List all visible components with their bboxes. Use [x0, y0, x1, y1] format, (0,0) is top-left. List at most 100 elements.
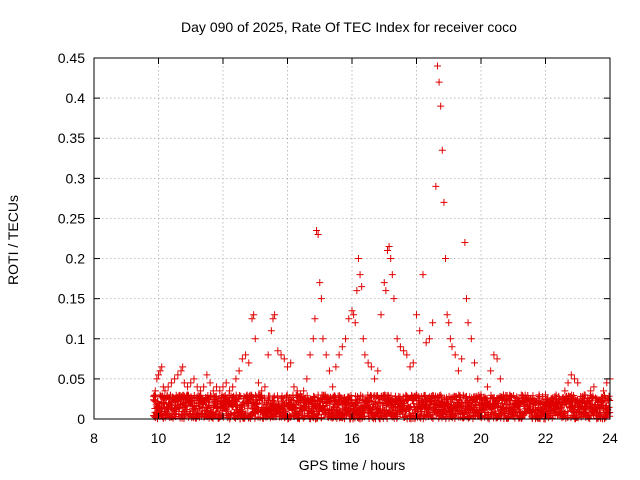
- noise-marker: [564, 408, 572, 416]
- data-point: [388, 271, 396, 279]
- data-point: [600, 387, 608, 395]
- data-point: [206, 379, 214, 387]
- data-point: [264, 351, 272, 359]
- data-point: [571, 375, 579, 383]
- data-point: [284, 363, 291, 371]
- data-point: [319, 335, 327, 343]
- data-point: [219, 383, 227, 391]
- data-point: [303, 375, 311, 383]
- y-tick-label: 0.45: [58, 50, 85, 66]
- data-point: [164, 383, 172, 391]
- x-tick-label: 20: [473, 430, 489, 446]
- data-point: [435, 78, 443, 86]
- data-point: [377, 311, 385, 319]
- y-axis-label: ROTI / TECUs: [5, 195, 21, 285]
- data-point: [271, 311, 279, 319]
- data-point: [587, 387, 595, 395]
- data-point: [190, 375, 198, 383]
- noise-marker: [481, 413, 489, 421]
- data-point: [483, 383, 491, 391]
- data-point: [242, 351, 250, 359]
- noise-marker: [310, 392, 318, 400]
- data-point: [222, 379, 230, 387]
- data-point: [177, 367, 185, 375]
- data-point: [409, 359, 417, 367]
- data-point: [425, 335, 433, 343]
- noise-marker: [492, 398, 500, 406]
- data-point: [156, 367, 164, 375]
- data-point: [548, 395, 556, 403]
- data-point: [380, 279, 388, 287]
- noise-marker: [570, 392, 578, 400]
- noise-marker: [504, 414, 512, 422]
- data-point: [174, 371, 182, 379]
- noise-marker: [303, 392, 311, 400]
- data-point: [358, 283, 366, 291]
- noise-marker: [150, 392, 158, 400]
- noise-marker: [239, 407, 247, 415]
- data-point: [442, 255, 450, 263]
- data-point: [179, 363, 187, 371]
- data-point: [461, 239, 469, 247]
- data-point: [522, 395, 530, 403]
- y-tick-label: 0.2: [66, 251, 86, 267]
- data-point: [448, 343, 456, 351]
- noise-marker: [286, 413, 294, 421]
- noise-marker: [274, 393, 282, 401]
- data-point: [155, 371, 162, 379]
- noise-marker: [150, 397, 158, 405]
- x-tick-label: 12: [215, 430, 231, 446]
- data-point: [248, 315, 256, 323]
- data-point: [251, 335, 259, 343]
- data-point: [280, 355, 288, 363]
- noise-marker: [451, 414, 459, 422]
- y-tick-label: 0.15: [58, 291, 85, 307]
- data-point: [158, 363, 166, 371]
- data-point: [593, 395, 601, 403]
- data-point: [440, 198, 448, 206]
- x-axis-label: GPS time / hours: [299, 457, 406, 473]
- data-point: [316, 279, 324, 287]
- data-point: [432, 182, 440, 190]
- data-point: [603, 379, 611, 387]
- noise-marker: [175, 405, 183, 413]
- data-point: [209, 387, 217, 395]
- noise-marker: [310, 393, 318, 401]
- noise-marker: [235, 392, 243, 400]
- data-point: [171, 375, 179, 383]
- data-point: [359, 335, 367, 343]
- data-point: [187, 379, 195, 387]
- noise-marker: [251, 414, 259, 422]
- chart-title: Day 090 of 2025, Rate Of TEC Index for r…: [181, 19, 517, 35]
- noise-marker: [598, 398, 606, 406]
- data-point: [437, 102, 445, 110]
- grid-lines: [94, 58, 610, 419]
- data-point: [161, 387, 169, 395]
- data-point: [480, 395, 488, 403]
- noise-marker: [160, 398, 168, 406]
- data-point: [451, 351, 459, 359]
- noise-marker: [437, 391, 445, 399]
- data-point: [306, 351, 314, 359]
- data-point: [153, 375, 161, 383]
- data-point: [567, 371, 575, 379]
- data-point: [364, 359, 372, 367]
- data-point: [167, 379, 175, 387]
- data-point: [351, 319, 359, 327]
- noise-marker: [157, 405, 165, 413]
- data-point: [433, 62, 441, 70]
- data-point: [493, 355, 501, 363]
- data-point: [269, 315, 277, 323]
- y-tick-label: 0.25: [58, 210, 85, 226]
- data-point: [348, 307, 356, 315]
- data-point: [293, 387, 301, 395]
- data-point: [245, 359, 253, 367]
- y-tick-label: 0: [77, 411, 85, 427]
- data-point: [387, 255, 395, 263]
- data-point: [322, 351, 330, 359]
- data-point: [564, 379, 572, 387]
- data-point: [342, 335, 350, 343]
- x-tick-label: 8: [90, 430, 98, 446]
- data-point: [429, 319, 437, 327]
